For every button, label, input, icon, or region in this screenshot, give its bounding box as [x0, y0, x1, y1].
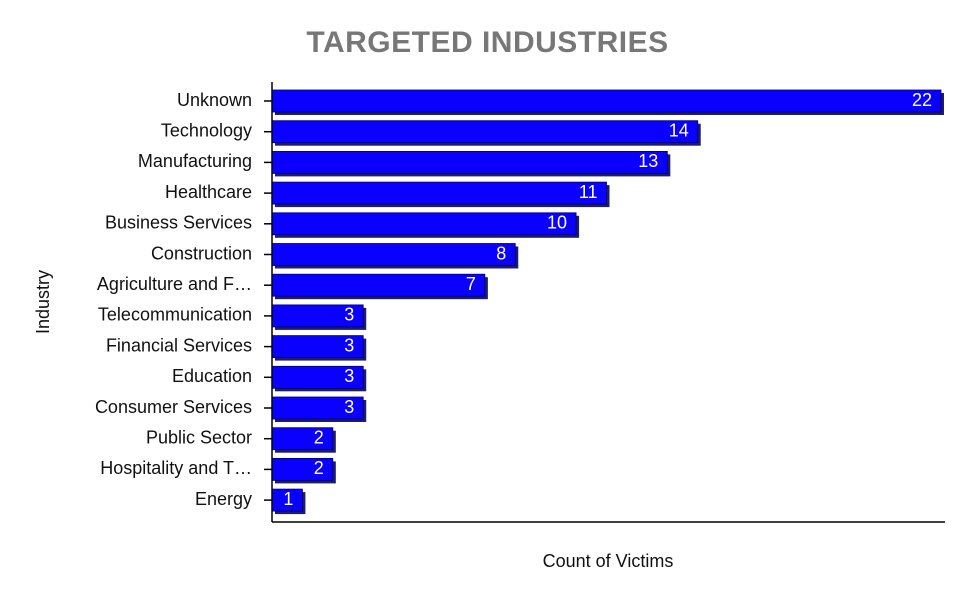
data-label: 10	[547, 213, 567, 233]
bar	[271, 212, 577, 236]
data-label: 2	[314, 427, 324, 447]
y-tick-label: Healthcare	[165, 182, 252, 202]
y-tick-label: Business Services	[105, 213, 252, 233]
data-label: 8	[496, 243, 506, 263]
y-tick-label: Public Sector	[146, 427, 252, 447]
data-label: 13	[638, 151, 658, 171]
data-label: 3	[344, 335, 354, 355]
bar	[271, 273, 486, 297]
x-axis-label: Count of Victims	[543, 551, 674, 571]
y-tick-label: Hospitality and T…	[100, 458, 252, 478]
bar	[271, 243, 516, 266]
bars-layer	[271, 89, 944, 515]
chart-title: TARGETED INDUSTRIES	[306, 26, 669, 59]
y-tick-label: Telecommunication	[98, 305, 252, 325]
y-tick-label: Consumer Services	[95, 397, 252, 417]
y-axis-label: Industry	[33, 270, 53, 334]
y-tick-label: Construction	[151, 243, 252, 263]
bar	[271, 150, 668, 174]
y-tick-label: Technology	[161, 120, 252, 140]
data-label: 14	[669, 120, 689, 140]
y-tick-label: Financial Services	[106, 335, 252, 355]
y-tick-label: Unknown	[177, 90, 252, 110]
data-label: 22	[912, 90, 932, 110]
y-tick-label: Agriculture and F…	[97, 274, 252, 294]
data-label: 3	[344, 366, 354, 386]
data-label: 3	[344, 305, 354, 325]
bar	[271, 181, 607, 205]
data-label: 11	[579, 182, 598, 202]
data-label: 7	[466, 274, 476, 294]
y-tick-label: Energy	[195, 489, 252, 509]
y-tick-label: Education	[172, 366, 252, 386]
bar	[271, 89, 942, 113]
data-label: 3	[344, 397, 354, 417]
bar	[271, 120, 699, 144]
data-label: 1	[283, 489, 293, 509]
data-label: 2	[314, 458, 324, 478]
y-tick-label: Manufacturing	[138, 151, 252, 171]
